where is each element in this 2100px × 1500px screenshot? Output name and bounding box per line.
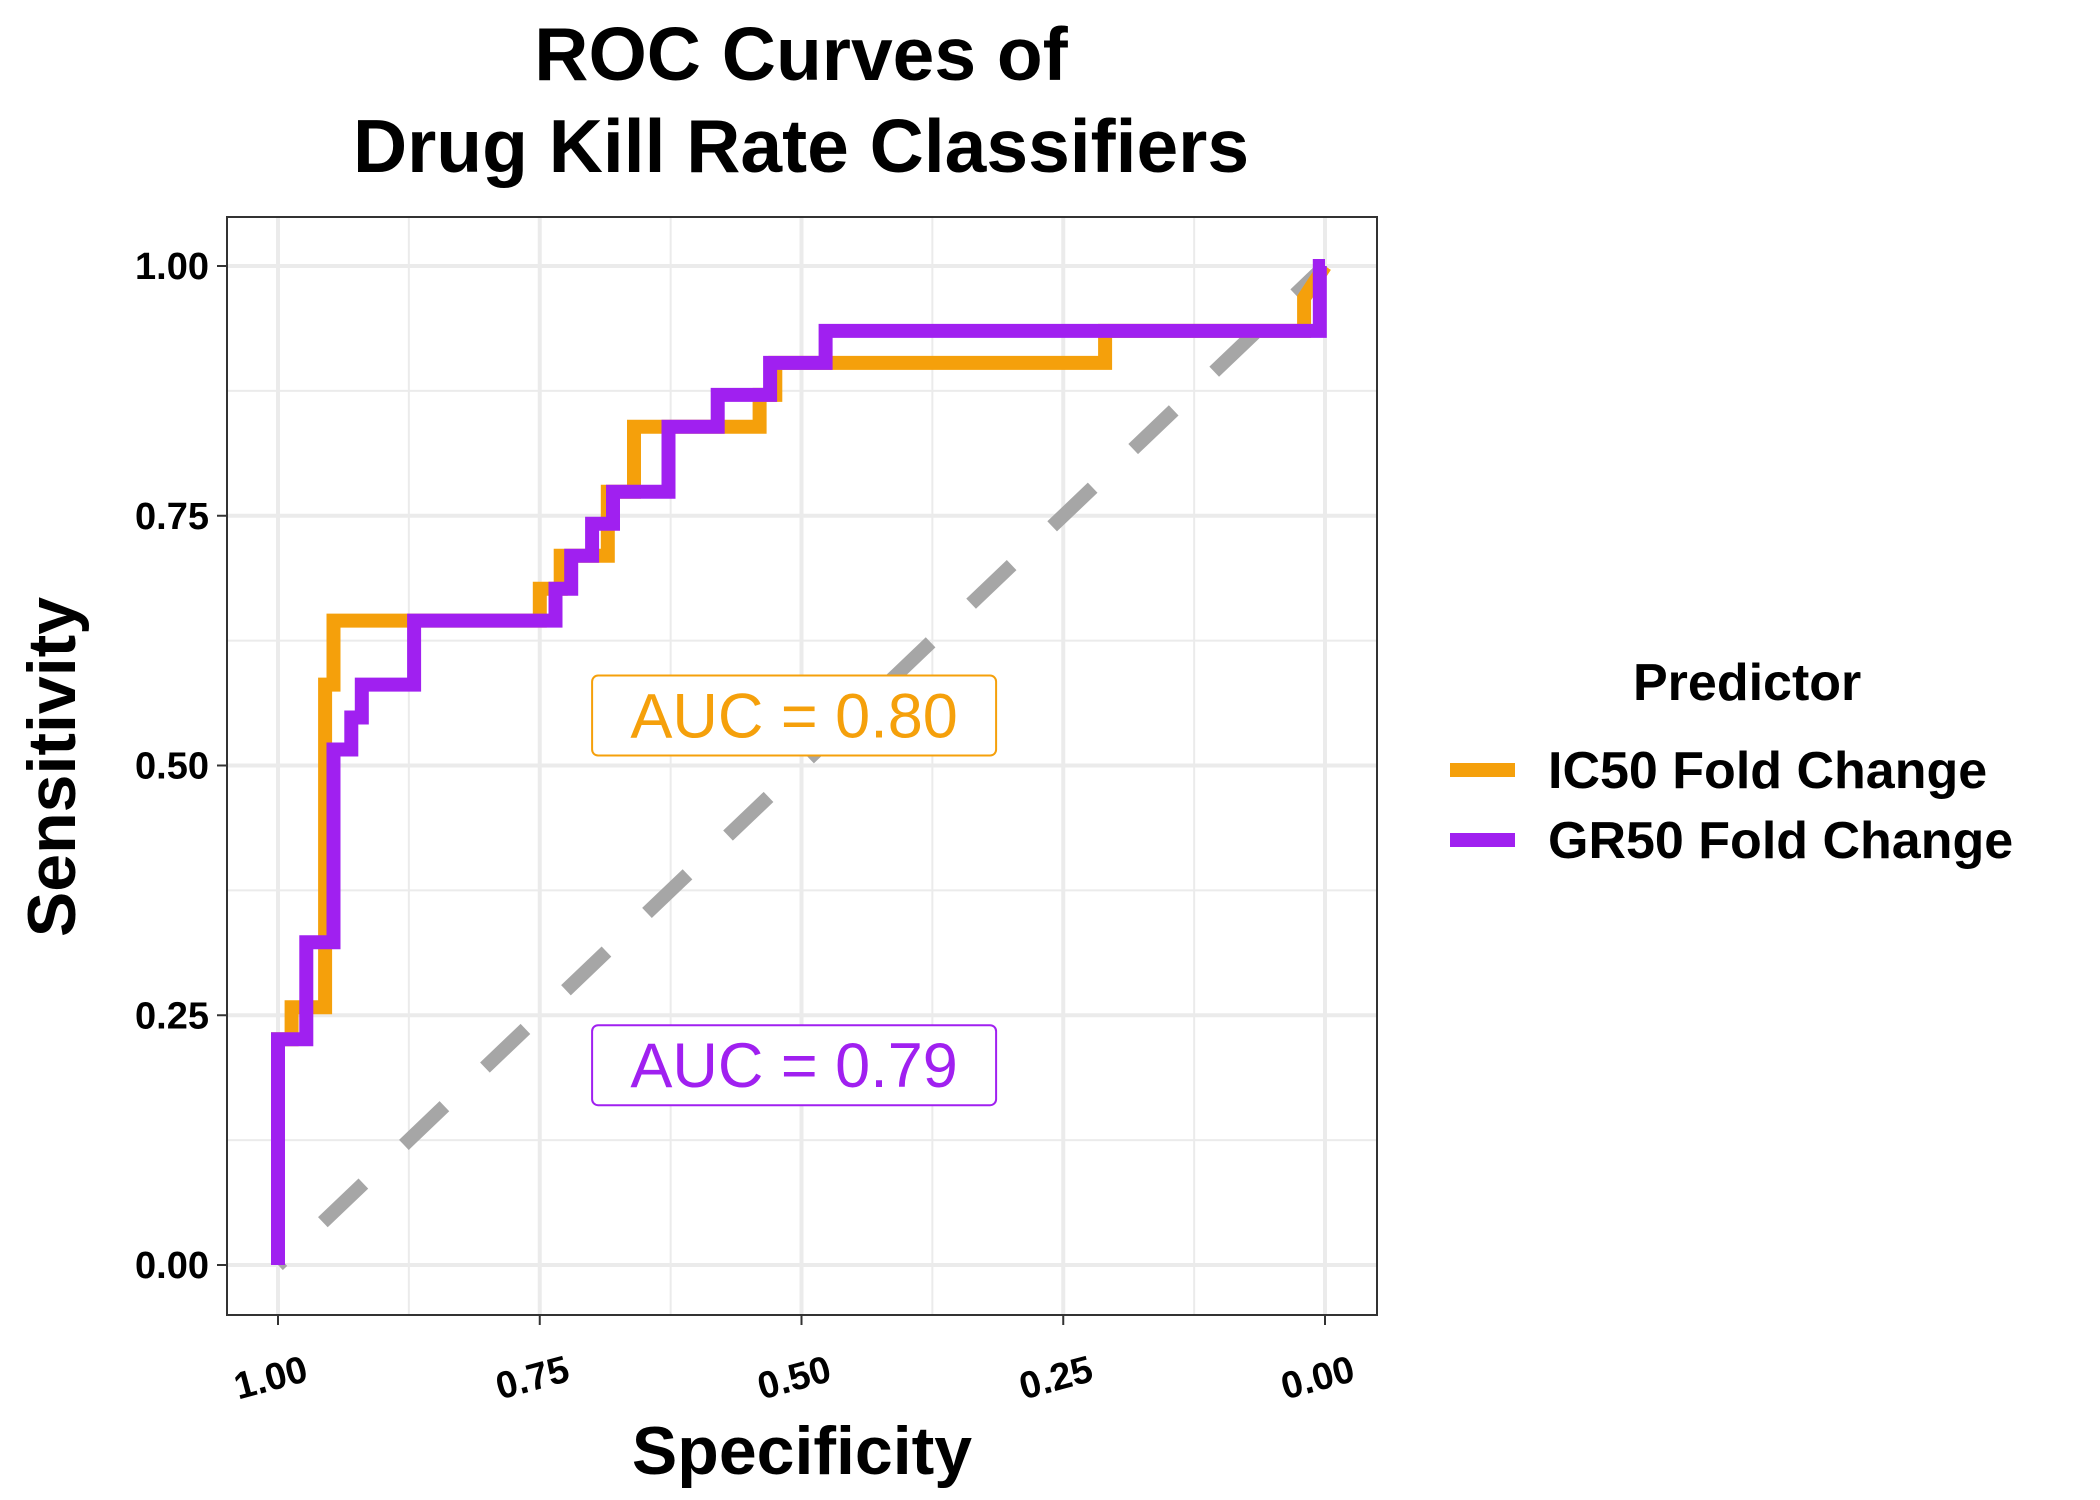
auc-label: AUC = 0.80 — [630, 682, 957, 752]
legend-label-ic50: IC50 Fold Change — [1548, 742, 1987, 800]
x-tick-label: 0.00 — [1277, 1349, 1359, 1409]
auc-label-box — [591, 1024, 998, 1107]
chart-title-line-2: Drug Kill Rate Classifiers — [353, 104, 1249, 188]
x-tick-label: 0.75 — [491, 1349, 573, 1409]
legend-label-gr50: GR50 Fold Change — [1548, 812, 2013, 870]
legend: Predictor IC50 Fold Change GR50 Fold Chan… — [1450, 654, 2013, 870]
auc-label-box — [591, 674, 998, 757]
x-tick-label: 0.50 — [753, 1349, 835, 1409]
y-axis-ticks: 0.00 0.25 0.50 0.75 1.00 — [135, 246, 227, 1287]
y-tick-label: 0.25 — [135, 995, 209, 1037]
x-tick-label: 1.00 — [230, 1349, 312, 1409]
grid-major — [227, 217, 1377, 1315]
series-layer — [271, 259, 1331, 1265]
y-tick-label: 0.50 — [135, 746, 209, 788]
chart-title-line-1: ROC Curves of — [534, 12, 1068, 96]
legend-title: Predictor — [1633, 654, 1861, 712]
auc-label: AUC = 0.79 — [630, 1031, 957, 1101]
y-tick-label: 0.00 — [135, 1245, 209, 1287]
x-axis-title: Specificity — [632, 1413, 972, 1489]
roc-curve-gr50 — [271, 259, 1327, 1265]
x-tick-label: 0.25 — [1015, 1349, 1097, 1409]
auc-annotations: AUC = 0.80 AUC = 0.79 — [591, 674, 998, 1107]
reference-diagonal-line — [273, 260, 1330, 1271]
x-axis-ticks: 1.00 0.75 0.50 0.25 0.00 — [230, 1315, 1359, 1408]
y-tick-label: 0.75 — [135, 496, 209, 538]
y-axis-title: Sensitivity — [14, 597, 90, 937]
y-tick-label: 1.00 — [135, 246, 209, 288]
roc-curve-ic50 — [271, 262, 1331, 1265]
